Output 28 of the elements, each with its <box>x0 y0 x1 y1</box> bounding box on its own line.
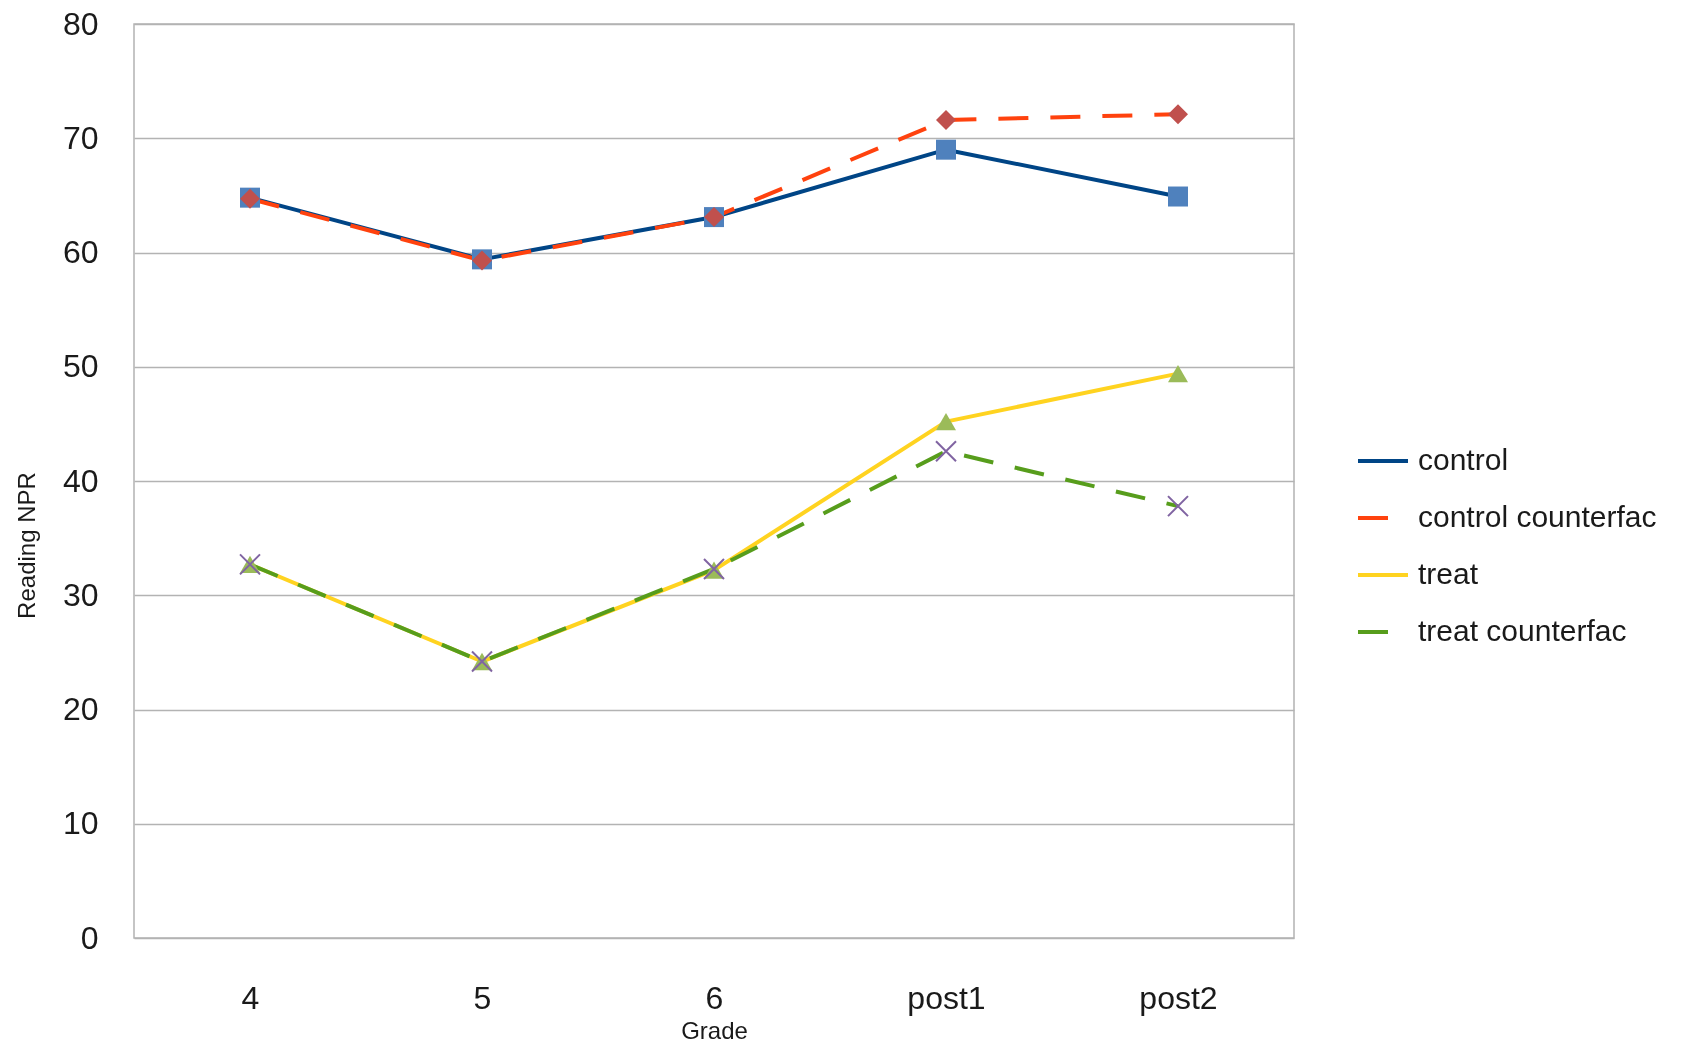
point <box>936 139 956 160</box>
point <box>1168 186 1188 207</box>
x-tick-label: 6 <box>705 979 724 1016</box>
legend-label: treat <box>1418 557 1479 590</box>
legend-label: treat counterfac <box>1418 614 1627 647</box>
y-tick-label: 10 <box>62 805 99 842</box>
y-axis-title: Reading NPR <box>12 472 40 619</box>
legend-label: control <box>1418 443 1509 476</box>
x-tick-label: 5 <box>473 979 492 1016</box>
y-tick-label: 80 <box>62 5 99 42</box>
y-tick-label: 0 <box>80 919 99 956</box>
point <box>935 440 957 463</box>
point <box>1168 364 1188 383</box>
y-tick-label: 20 <box>62 691 99 727</box>
point <box>936 109 956 130</box>
y-tick-label: 60 <box>62 234 99 270</box>
y-tick-label: 70 <box>62 119 99 156</box>
y-tick-label: 50 <box>62 348 99 385</box>
point <box>936 412 956 431</box>
x-tick-label: 4 <box>241 979 260 1016</box>
x-tick-label: post1 <box>907 979 986 1016</box>
point <box>1168 104 1188 125</box>
y-tick-label: 40 <box>62 462 99 499</box>
point <box>1167 495 1189 518</box>
y-tick-label: 30 <box>62 576 99 613</box>
x-axis-title: Grade <box>681 1016 748 1043</box>
x-tick-label: post2 <box>1139 979 1218 1016</box>
legend-label: control counterfac <box>1418 500 1657 533</box>
